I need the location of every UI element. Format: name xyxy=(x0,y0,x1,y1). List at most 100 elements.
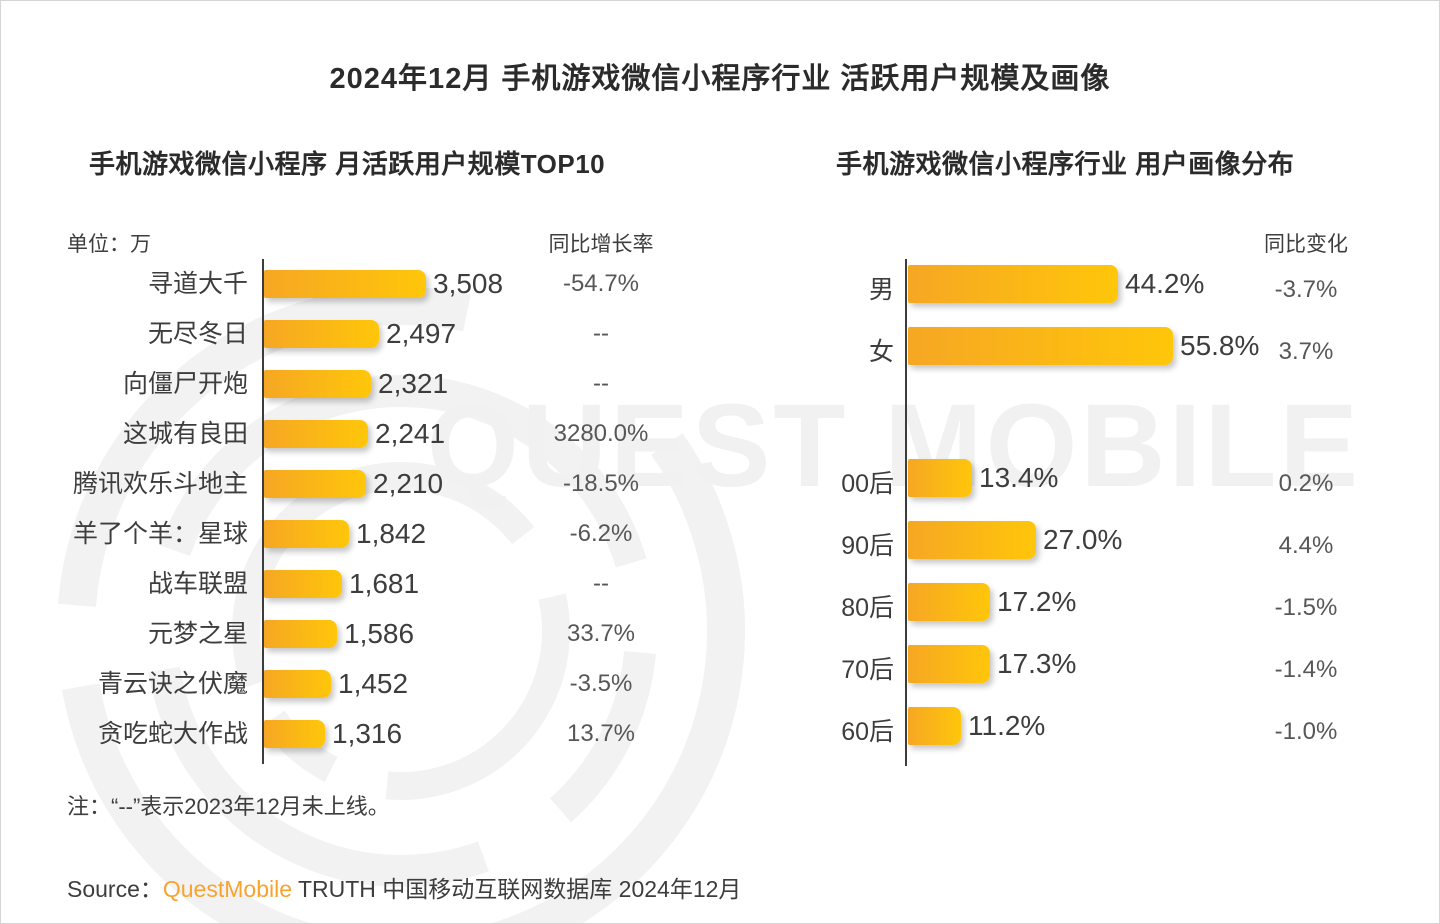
demographic-label: 00后 xyxy=(841,470,894,498)
unit-label: 单位：万 xyxy=(67,233,151,256)
mau-value: 1,842 xyxy=(356,518,427,549)
yoy-change-value: 0.2% xyxy=(1278,470,1334,497)
mau-bar xyxy=(264,370,371,398)
app-name-label: 羊了个羊：星球 xyxy=(72,520,248,548)
mau-value: 2,497 xyxy=(386,318,457,349)
share-value: 44.2% xyxy=(1125,268,1205,299)
bar-line: 1,316 xyxy=(264,709,402,759)
demographic-label: 男 xyxy=(868,276,894,304)
bar-line: 1,452 xyxy=(264,659,408,709)
yoy-growth-value: 3280.0% xyxy=(553,420,649,447)
app-name-label: 青云诀之伏魔 xyxy=(97,670,248,698)
yoy-growth-value: -- xyxy=(593,370,609,397)
bar-line: 17.3% xyxy=(908,639,1076,689)
yoy-change-value: -1.5% xyxy=(1274,594,1338,621)
share-bar xyxy=(908,521,1036,559)
bar-line: 13.4% xyxy=(908,453,1058,503)
top10-row: 元梦之星 1,586 33.7% xyxy=(67,609,727,659)
yoy-change-value: -3.7% xyxy=(1274,276,1338,303)
demographic-row: 00后 13.4% 0.2% xyxy=(821,453,1391,515)
mau-bar xyxy=(264,520,349,548)
bar-line: 1,681 xyxy=(264,559,419,609)
share-bar xyxy=(908,707,961,745)
source-brand: QuestMobile xyxy=(162,876,292,902)
demographic-row: 60后 11.2% -1.0% xyxy=(821,701,1391,763)
mau-value: 2,210 xyxy=(373,468,444,499)
demographic-row: 70后 17.3% -1.4% xyxy=(821,639,1391,701)
top10-row: 腾讯欢乐斗地主 2,210 -18.5% xyxy=(67,459,727,509)
source-line: Source：QuestMobile TRUTH 中国移动互联网数据库 2024… xyxy=(67,870,741,904)
mau-bar xyxy=(264,620,337,648)
app-name-label: 元梦之星 xyxy=(147,620,248,648)
yoy-growth-value: 13.7% xyxy=(566,720,636,747)
mau-bar xyxy=(264,470,366,498)
demographic-row: 女 55.8% 3.7% xyxy=(821,321,1391,383)
bar-line: 11.2% xyxy=(908,701,1045,751)
yoy-growth-value: -3.5% xyxy=(569,670,633,697)
bar-line: 2,321 xyxy=(264,359,448,409)
yoy-growth-value: 33.7% xyxy=(566,620,636,647)
demographic-label: 80后 xyxy=(841,594,894,622)
yoy-growth-header: 同比增长率 xyxy=(548,233,654,256)
yoy-growth-value: -18.5% xyxy=(562,470,640,497)
yoy-change-value: -1.0% xyxy=(1274,718,1338,745)
bar-line: 2,210 xyxy=(264,459,443,509)
share-value: 11.2% xyxy=(968,710,1046,741)
bar-line: 3,508 xyxy=(264,259,503,309)
mau-value: 1,452 xyxy=(338,668,409,699)
bar-line: 17.2% xyxy=(908,577,1076,627)
bar-line: 55.8% xyxy=(908,321,1259,371)
footnote: 注：“--”表示2023年12月未上线。 xyxy=(67,794,390,819)
top10-row: 青云诀之伏魔 1,452 -3.5% xyxy=(67,659,727,709)
app-name-label: 贪吃蛇大作战 xyxy=(97,720,248,748)
share-bar xyxy=(908,583,990,621)
share-value: 13.4% xyxy=(979,462,1059,493)
source-prefix: Source： xyxy=(67,876,163,902)
demographic-label: 60后 xyxy=(841,718,894,746)
page-title: 2024年12月 手机游戏微信小程序行业 活跃用户规模及画像 xyxy=(329,63,1111,95)
demographic-label: 70后 xyxy=(841,656,894,684)
demographic-label: 90后 xyxy=(841,532,894,560)
share-bar xyxy=(908,645,990,683)
top10-row: 寻道大千 3,508 -54.7% xyxy=(67,259,727,309)
mau-bar xyxy=(264,420,368,448)
left-chart-title: 手机游戏微信小程序 月活跃用户规模TOP10 xyxy=(89,149,606,179)
share-value: 17.2% xyxy=(997,586,1077,617)
yoy-change-value: -1.4% xyxy=(1274,656,1338,683)
mau-bar xyxy=(264,570,342,598)
yoy-growth-value: -6.2% xyxy=(569,520,633,547)
top10-row: 这城有良田 2,241 3280.0% xyxy=(67,409,727,459)
mau-value: 1,586 xyxy=(344,618,415,649)
bar-line: 1,586 xyxy=(264,609,414,659)
share-value: 17.3% xyxy=(997,648,1077,679)
mau-value: 2,241 xyxy=(375,418,446,449)
bar-line: 27.0% xyxy=(908,515,1122,565)
app-name-label: 无尽冬日 xyxy=(147,320,248,348)
mau-value: 1,681 xyxy=(349,568,420,599)
top10-row: 羊了个羊：星球 1,842 -6.2% xyxy=(67,509,727,559)
app-name-label: 战车联盟 xyxy=(147,570,248,598)
right-chart-axis xyxy=(905,259,907,766)
share-value: 27.0% xyxy=(1043,524,1123,555)
yoy-growth-value: -- xyxy=(593,570,609,597)
app-name-label: 向僵尸开炮 xyxy=(122,370,248,398)
demographic-row: 90后 27.0% 4.4% xyxy=(821,515,1391,577)
bar-line: 2,241 xyxy=(264,409,445,459)
yoy-growth-value: -- xyxy=(593,320,609,347)
mau-bar xyxy=(264,670,331,698)
top10-row: 无尽冬日 2,497 -- xyxy=(67,309,727,359)
app-name-label: 这城有良田 xyxy=(122,420,248,448)
mau-value: 2,321 xyxy=(378,368,449,399)
demographic-row: 男 44.2% -3.7% xyxy=(821,259,1391,321)
yoy-change-value: 4.4% xyxy=(1278,532,1334,559)
yoy-growth-value: -54.7% xyxy=(562,270,640,297)
share-value: 55.8% xyxy=(1180,330,1260,361)
yoy-change-value: 3.7% xyxy=(1278,338,1334,365)
top10-row: 贪吃蛇大作战 1,316 13.7% xyxy=(67,709,727,759)
source-suffix: TRUTH 中国移动互联网数据库 2024年12月 xyxy=(292,876,742,902)
app-name-label: 腾讯欢乐斗地主 xyxy=(72,470,248,498)
mau-value: 3,508 xyxy=(433,268,504,299)
top10-row: 向僵尸开炮 2,321 -- xyxy=(67,359,727,409)
share-bar xyxy=(908,327,1173,365)
